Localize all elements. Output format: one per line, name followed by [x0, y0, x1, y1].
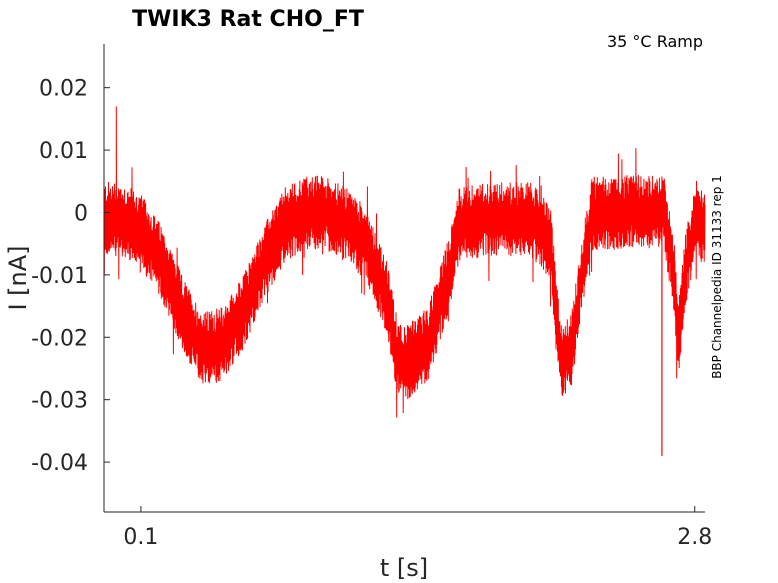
channelpedia-id-label: BBP Channelpedia ID 31133 rep 1	[710, 175, 724, 379]
x-ticks: 0.1 2.8	[123, 506, 712, 550]
y-tick-label: -0.03	[31, 389, 88, 414]
y-ticks: 0.02 0.01 0 -0.01 -0.02 -0.03 -0.04	[31, 77, 110, 476]
y-tick-label: 0	[74, 201, 88, 226]
y-tick-label: 0.02	[39, 77, 88, 102]
y-tick-label: 0.01	[39, 139, 88, 164]
y-tick-label: -0.04	[31, 451, 88, 476]
current-trace-group	[103, 106, 706, 456]
y-tick-label: -0.01	[31, 264, 88, 289]
y-axis-label: I [nA]	[4, 245, 32, 310]
chart-title: TWIK3 Rat CHO_FT	[132, 7, 364, 32]
temperature-protocol-label: 35 °C Ramp	[607, 32, 703, 51]
x-tick-label: 0.1	[123, 525, 158, 550]
y-tick-label: -0.02	[31, 326, 88, 351]
x-axis-label: t [s]	[380, 554, 428, 582]
current-trace-line	[103, 106, 706, 418]
x-tick-label: 2.8	[677, 525, 712, 550]
